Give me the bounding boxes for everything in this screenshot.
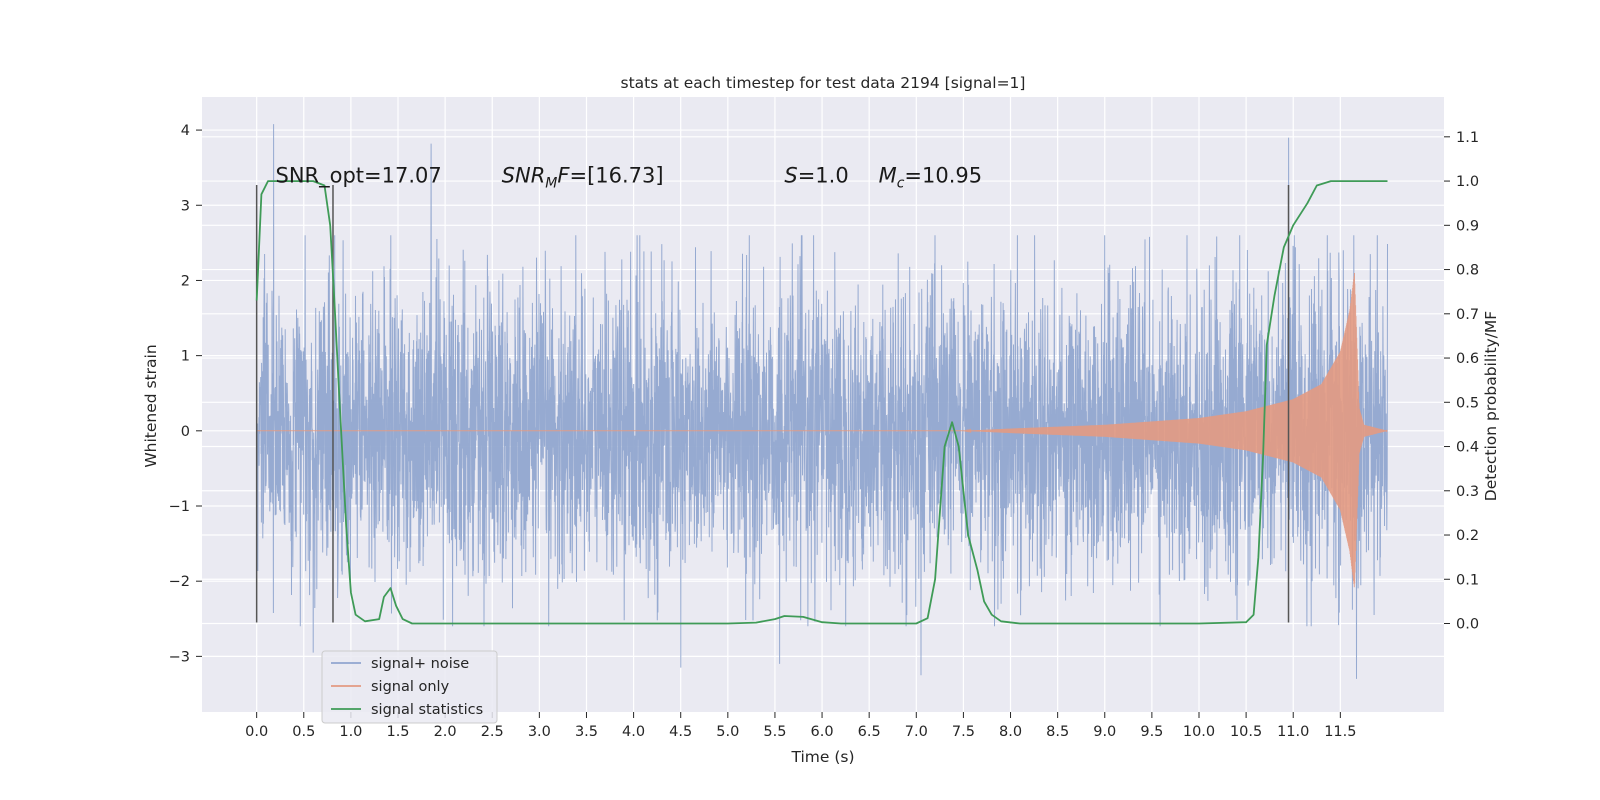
x-tick-label: 6.5 [858,724,881,740]
annotation-mc-value: Mc=10.95 [879,164,983,192]
legend-label-signal-statistics: signal statistics [371,702,483,718]
y2-tick-label: 0.4 [1456,440,1479,456]
y2-axis-label: Detection probability/MF [1482,311,1500,502]
x-tick-label: 11.0 [1277,724,1309,740]
x-tick-label: 6.0 [811,724,834,740]
y-axis-label: Whitened strain [142,344,160,467]
vertical-markers [255,184,1290,623]
x-tick-label: 8.0 [999,724,1022,740]
series-signal-only [256,272,1388,588]
y2-tick-label: 0.6 [1456,351,1479,367]
y-tick-label: 4 [181,123,190,139]
x-tick-label: 10.0 [1183,724,1215,740]
x-tick-label: 7.0 [905,724,928,740]
y-tick-label: 3 [181,198,190,214]
x-tick-label: 7.5 [952,724,975,740]
axes: 0.0 0.5 1.0 1.5 2.0 2.5 3.0 3.5 4.0 4.5 5.0 5.5 6.0 6… [169,123,1479,740]
legend-label-signal-only: signal only [371,679,450,695]
y-tick-label: −1 [169,499,190,515]
y2-tick-label: 0.0 [1456,617,1479,633]
annotations: SNR_opt=17.07 SNRMF=[16.73] S=1.0 Mc=10.95 [276,164,983,192]
y2-tick-label: 0.7 [1456,307,1479,323]
x-tick-label: 9.5 [1140,724,1163,740]
signal-only-line [256,272,1388,588]
x-tick-label: 0.0 [245,724,268,740]
series-signal-statistics [255,180,1388,625]
y2-tick-label: 1.1 [1456,130,1479,146]
x-tick-label: 3.5 [575,724,598,740]
x-tick-label: 10.5 [1230,724,1262,740]
y2-tick-label: 0.2 [1456,528,1479,544]
legend-box [321,650,498,724]
y-tick-label: 2 [181,273,190,289]
annotation-snr-mf: SNRMF=[16.73] [502,164,664,192]
y-tick-label: −2 [169,574,190,590]
signal-statistics-line [255,180,1388,625]
x-tick-label: 2.0 [434,724,457,740]
y2-tick-label: 0.5 [1456,395,1479,411]
x-axis-label: Time (s) [790,748,854,766]
x-tick-label: 2.5 [481,724,504,740]
x-tick-label: 4.5 [669,724,692,740]
x-tick-label: 8.5 [1046,724,1069,740]
x-tick-label: 5.5 [763,724,786,740]
y-tick-label: 1 [181,349,190,365]
y-tick-label: −3 [169,649,190,665]
x-tick-label: 0.5 [292,724,315,740]
x-tick-label: 3.0 [528,724,551,740]
x-tick-label: 5.0 [716,724,739,740]
x-tick-label: 4.0 [622,724,645,740]
x-tick-label: 11.5 [1324,724,1356,740]
legend-label-signal-noise: signal+ noise [371,656,469,672]
y2-tick-label: 0.3 [1456,484,1479,500]
chart-title: stats at each timestep for test data 219… [621,74,1026,92]
x-tick-label: 9.0 [1093,724,1116,740]
annotation-s-value: S=1.0 [784,164,848,188]
legend: signal+ noise signal only signal statist… [321,650,498,724]
annotation-snr-opt: SNR_opt=17.07 [276,164,442,189]
y2-tick-label: 0.1 [1456,572,1479,588]
y2-tick-label: 0.9 [1456,218,1479,234]
y2-tick-label: 1.0 [1456,174,1479,190]
y-tick-label: 0 [181,424,190,440]
x-tick-label: 1.0 [339,724,362,740]
x-tick-label: 1.5 [386,724,409,740]
y2-tick-label: 0.8 [1456,263,1479,279]
